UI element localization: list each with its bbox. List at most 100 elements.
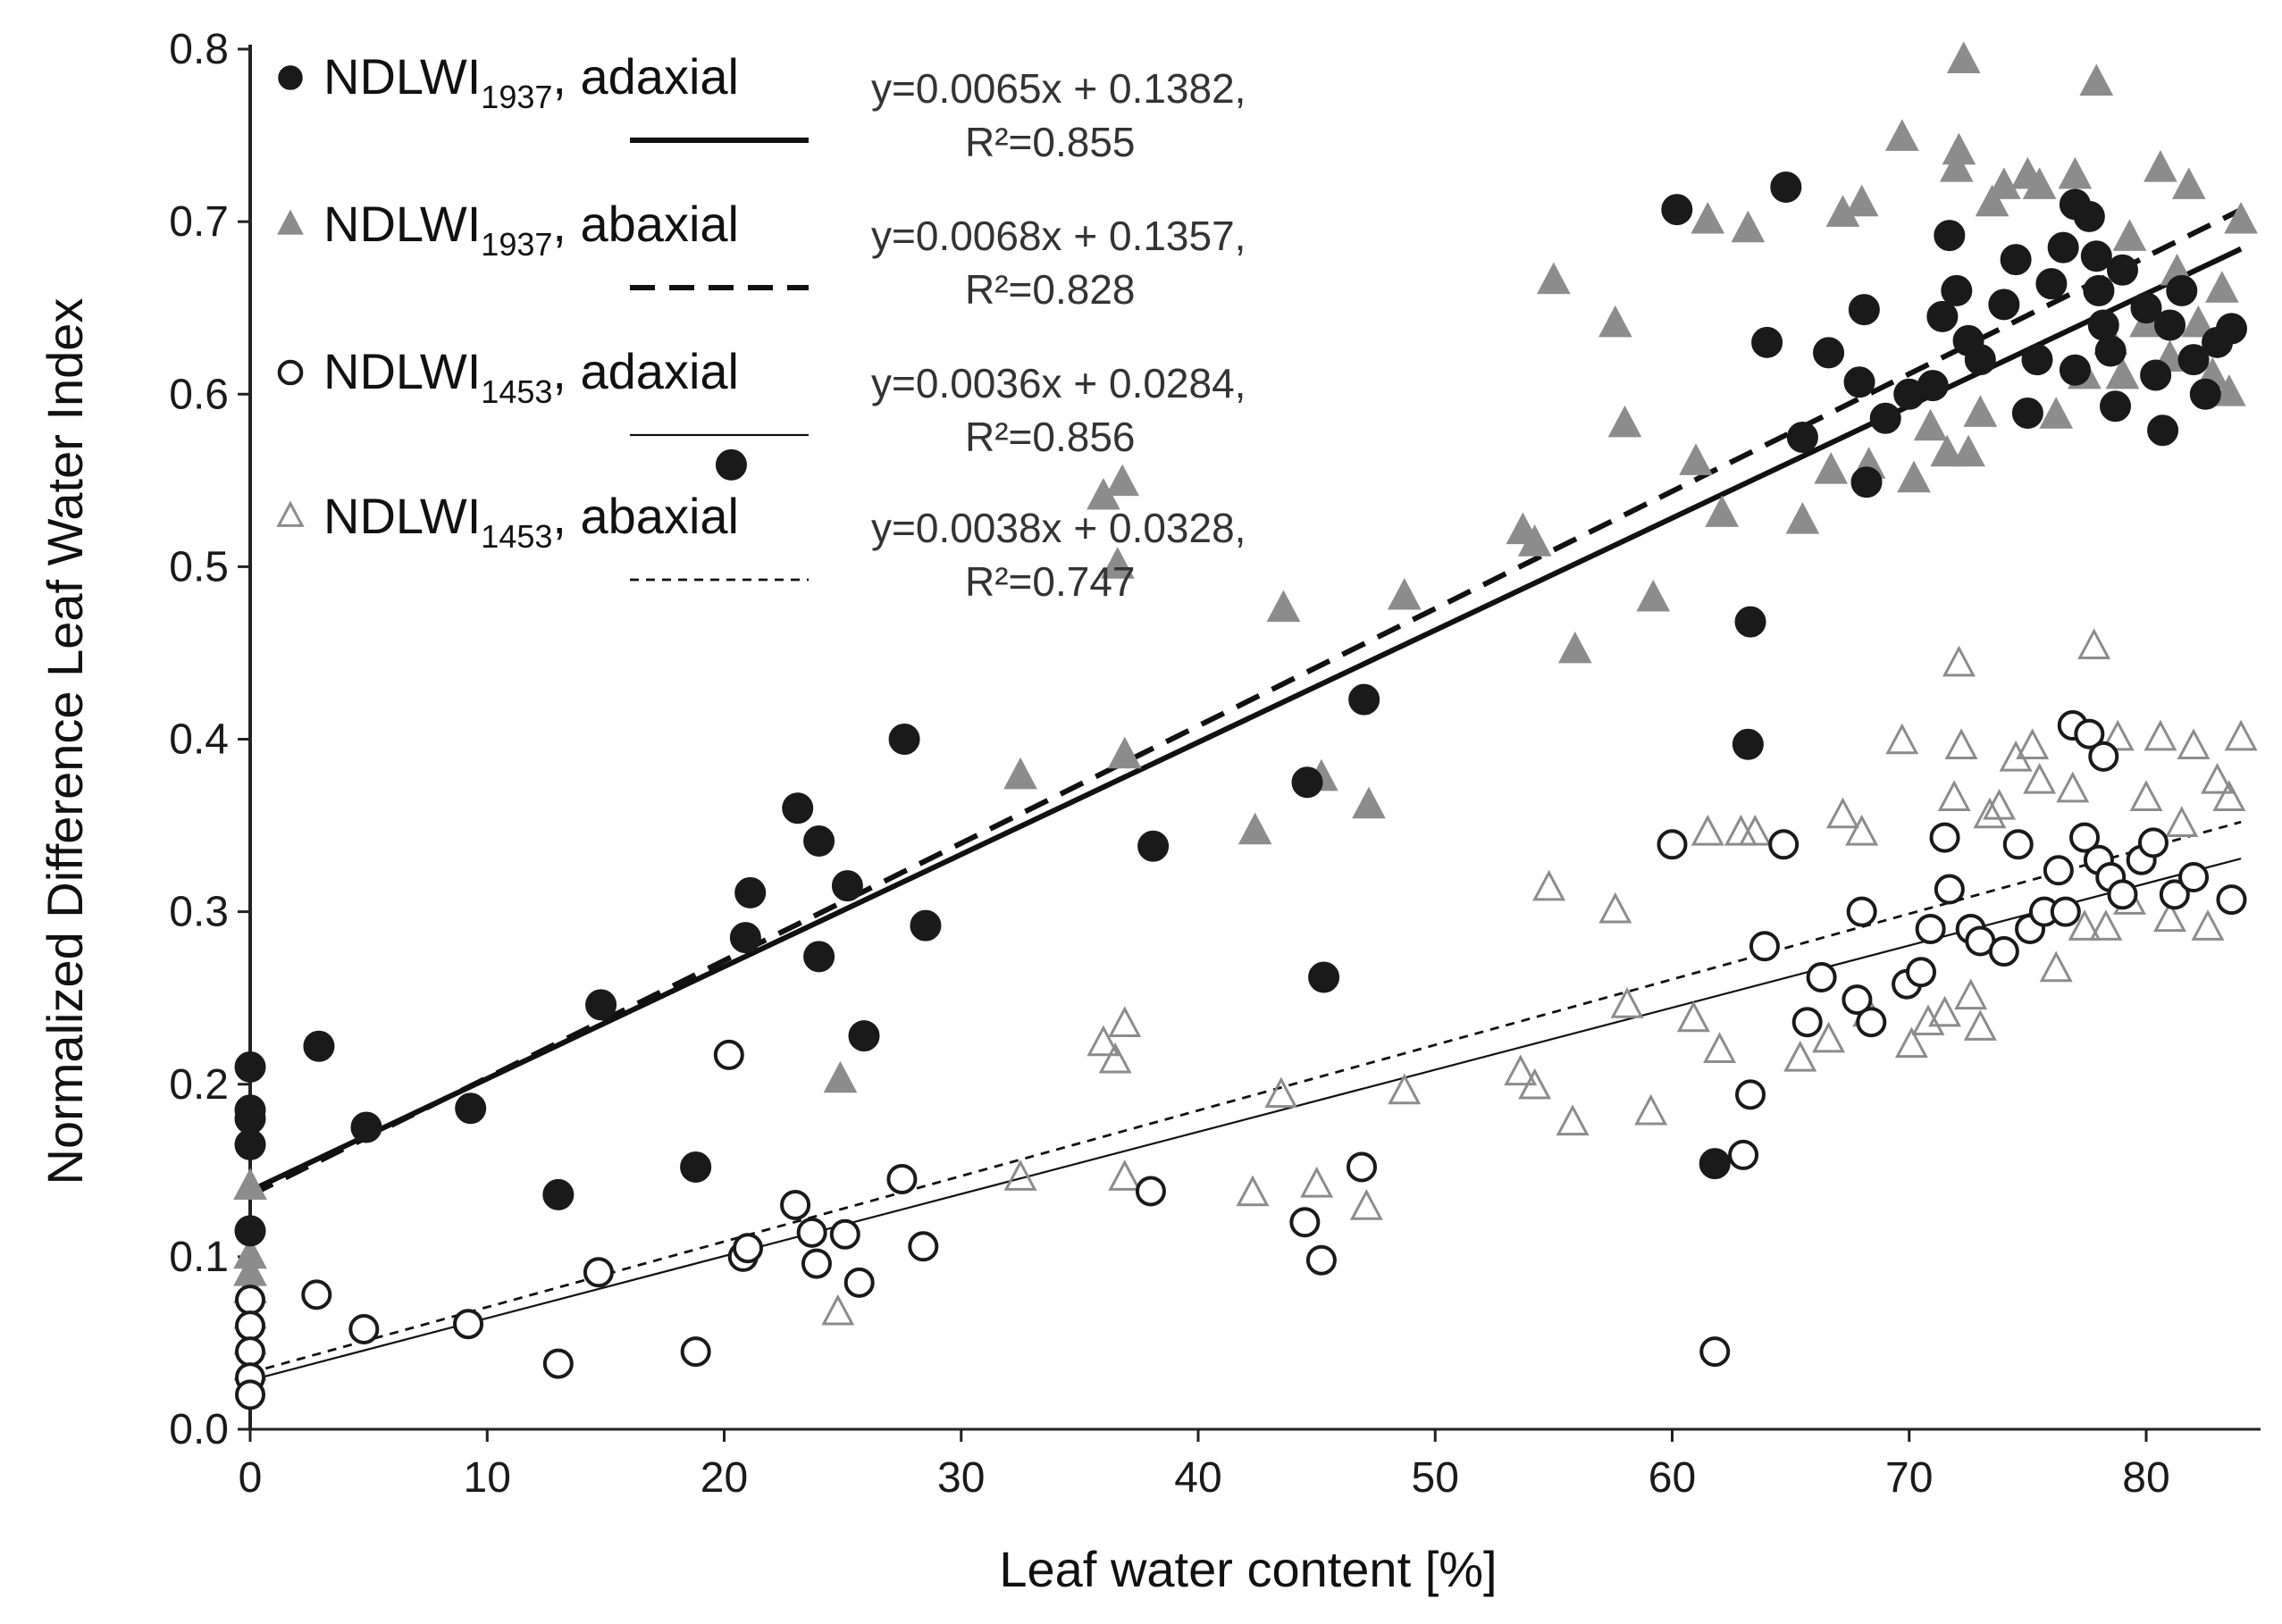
data-point	[1636, 579, 1671, 612]
data-point	[1934, 220, 1966, 252]
data-point	[2107, 879, 2138, 910]
data-point	[803, 825, 835, 857]
data-point	[1703, 1032, 1737, 1063]
data-point	[1791, 1007, 1823, 1038]
data-point	[803, 941, 835, 973]
series-4-points	[233, 628, 2258, 1381]
data-point	[1848, 294, 1880, 326]
data-point	[1289, 1207, 1321, 1238]
data-points	[233, 41, 2258, 1411]
data-point	[2039, 950, 2073, 983]
data-point	[908, 1231, 939, 1262]
data-point	[801, 1248, 832, 1279]
data-point	[734, 876, 767, 908]
data-point	[1929, 822, 1960, 853]
data-point	[234, 1215, 266, 1247]
x-tick-label: 50	[1412, 1454, 1459, 1502]
data-point	[1813, 337, 1845, 369]
data-point	[1734, 606, 1766, 638]
data-point	[713, 1039, 744, 1070]
data-point	[2000, 244, 2032, 276]
data-point	[2080, 240, 2112, 272]
legend-r2-3: R²=0.856	[965, 414, 1136, 460]
data-point	[2023, 762, 2057, 794]
data-point	[2035, 268, 2068, 300]
data-point	[1906, 957, 1937, 988]
data-point	[2039, 397, 2074, 429]
data-point	[821, 1293, 855, 1326]
data-point	[1676, 1000, 1710, 1033]
data-point	[1897, 460, 1931, 493]
data-point	[1964, 344, 1996, 376]
series-1-points	[234, 172, 2247, 1247]
x-tick-label: 80	[2122, 1454, 2169, 1502]
data-point	[2088, 741, 2119, 772]
data-point	[350, 1111, 382, 1143]
data-point	[1731, 210, 1766, 243]
data-point	[1975, 184, 2009, 217]
legend-r2-4: R²=0.747	[965, 558, 1136, 605]
data-point	[2129, 780, 2163, 811]
data-point	[1812, 1021, 1846, 1053]
data-point	[234, 1128, 266, 1160]
data-point	[1349, 1189, 1383, 1220]
data-point	[1749, 931, 1780, 962]
legend-equation-1: y=0.0065x + 0.1382,	[871, 65, 1246, 112]
data-point	[1738, 814, 1772, 846]
series-2-points	[233, 41, 2258, 1303]
data-point	[1517, 524, 1552, 557]
data-point	[1308, 961, 1340, 993]
data-point	[1237, 812, 1272, 845]
legend-label-2: NDLWI1937, abaxial	[323, 196, 739, 263]
data-point	[1305, 1244, 1337, 1276]
data-point	[2077, 628, 2111, 660]
data-point	[2165, 806, 2199, 837]
data-point	[1388, 1073, 1422, 1105]
data-point	[1944, 728, 1978, 760]
data-point	[2224, 201, 2258, 234]
data-point	[886, 1163, 918, 1194]
data-point	[1291, 766, 1323, 799]
data-point	[2112, 219, 2147, 251]
data-point	[1751, 326, 1783, 358]
data-point	[234, 1051, 266, 1083]
data-point	[1926, 300, 1959, 332]
data-point	[2083, 274, 2115, 306]
data-point	[1988, 936, 2019, 967]
data-point	[1963, 395, 1998, 427]
data-point	[1098, 1042, 1132, 1074]
x-tick-label: 20	[701, 1454, 748, 1502]
data-point	[1844, 184, 1879, 217]
data-point	[1105, 464, 1139, 497]
legend-label-3: NDLWI1453, adaxial	[323, 343, 739, 410]
data-point	[2144, 150, 2177, 182]
data-point	[1387, 577, 1422, 610]
data-point	[1939, 150, 1974, 182]
data-point	[715, 448, 747, 481]
legend-marker-1	[278, 65, 303, 90]
x-tick-label: 70	[1885, 1454, 1933, 1502]
legend-equation-4: y=0.0038x + 0.0328,	[871, 505, 1246, 551]
data-point	[1911, 1004, 1945, 1036]
data-point	[2224, 719, 2258, 751]
data-point	[2016, 728, 2050, 760]
data-point	[1988, 289, 2020, 321]
data-point	[455, 1092, 487, 1125]
y-tick-label: 0.5	[169, 543, 229, 590]
data-point	[1930, 434, 1965, 467]
y-axis-title: Normalized Difference Leaf Water Index	[37, 298, 93, 1185]
data-point	[1236, 1175, 1270, 1207]
data-point	[1264, 1076, 1298, 1109]
y-tick-label: 0.6	[169, 371, 229, 418]
data-point	[1691, 814, 1724, 846]
data-point	[1856, 1007, 1887, 1038]
legend-r2-1: R²=0.855	[965, 119, 1136, 165]
data-point	[2021, 344, 2053, 376]
data-point	[1913, 408, 1948, 441]
legend-r2-2: R²=0.828	[965, 266, 1136, 313]
data-point	[1732, 728, 1764, 760]
data-point	[831, 870, 863, 902]
data-point	[1937, 780, 1971, 811]
data-point	[780, 1189, 811, 1220]
data-point	[2189, 378, 2221, 410]
